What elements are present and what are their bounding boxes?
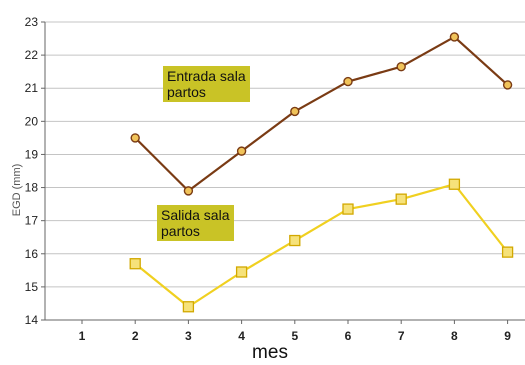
series-0-point-0	[130, 133, 140, 143]
x-tick-label-8: 8	[451, 329, 458, 343]
y-tick-label-18: 18	[25, 181, 39, 195]
y-axis-title: EGD (mm)	[11, 164, 23, 217]
annotation-salida-line2: partos	[161, 223, 200, 239]
y-tick-label-14: 14	[25, 313, 39, 327]
y-tick-label-16: 16	[25, 247, 39, 261]
series-1-point-6	[448, 178, 461, 190]
series-0-point-3	[290, 106, 300, 117]
x-tick-label-1: 1	[79, 329, 86, 343]
series-0-point-5	[396, 61, 406, 72]
x-tick-label-5: 5	[291, 329, 298, 343]
axes	[41, 21, 525, 324]
series-1-point-0	[129, 258, 141, 270]
series-0-point-6	[449, 32, 460, 42]
x-tick-label-2: 2	[132, 329, 139, 343]
y-tick-label-17: 17	[25, 214, 39, 228]
annotation-entrada-line2: partos	[167, 84, 206, 100]
series-0-point-7	[502, 80, 513, 90]
x-axis-title: mes	[252, 342, 288, 363]
series-0-point-4	[343, 76, 353, 87]
annotation-salida-line1: Salida sala	[161, 207, 230, 223]
series-group	[129, 32, 514, 313]
grid	[45, 21, 525, 321]
series-0-point-1	[183, 186, 194, 196]
y-tick-label-21: 21	[25, 81, 39, 95]
series-1-point-7	[501, 246, 514, 258]
series-1-point-4	[342, 203, 354, 215]
series-0-line	[134, 35, 509, 192]
x-tick-labels: 1 2 3 4 5 6 7 8 9	[79, 329, 512, 343]
series-1-point-5	[395, 193, 407, 205]
x-tick-label-4: 4	[238, 329, 245, 343]
x-tick-label-6: 6	[345, 329, 352, 343]
series-1-point-1	[182, 301, 195, 313]
x-tick-label-3: 3	[185, 329, 192, 343]
y-tick-label-23: 23	[25, 15, 39, 29]
series-1-point-2	[235, 266, 248, 278]
series-1-line	[134, 183, 509, 308]
series-1-point-3	[289, 234, 301, 247]
x-tick-label-7: 7	[398, 329, 405, 343]
y-tick-label-15: 15	[25, 280, 39, 294]
x-tick-label-9: 9	[504, 329, 511, 343]
y-tick-label-20: 20	[25, 114, 39, 128]
y-tick-label-22: 22	[25, 48, 39, 62]
series-0-point-2	[236, 146, 247, 156]
y-tick-label-19: 19	[25, 147, 39, 161]
annotation-entrada: Entrada sala partos	[163, 66, 250, 102]
annotation-salida: Salida sala partos	[157, 205, 234, 241]
y-tick-labels: 14 15 16 17 18 19 20 21 22 23	[25, 15, 39, 327]
annotation-entrada-line1: Entrada sala	[167, 68, 246, 84]
